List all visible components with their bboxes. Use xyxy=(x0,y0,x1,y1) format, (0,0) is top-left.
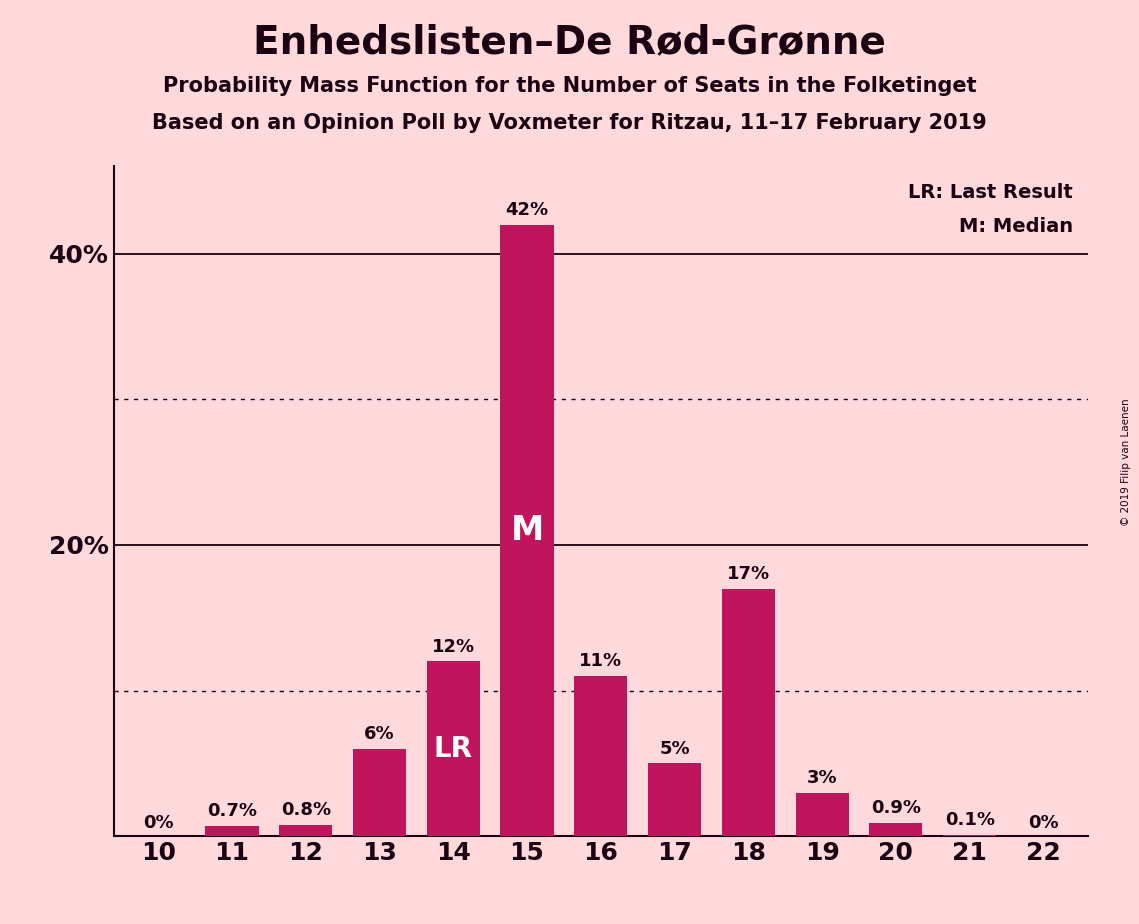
Text: 42%: 42% xyxy=(506,201,549,219)
Bar xyxy=(795,793,849,836)
Text: 0.9%: 0.9% xyxy=(871,799,921,818)
Text: M: M xyxy=(510,514,543,547)
Text: LR: LR xyxy=(434,735,473,763)
Text: Probability Mass Function for the Number of Seats in the Folketinget: Probability Mass Function for the Number… xyxy=(163,76,976,96)
Bar xyxy=(648,763,702,836)
Text: 5%: 5% xyxy=(659,739,690,758)
Text: 6%: 6% xyxy=(364,725,395,743)
Bar xyxy=(574,676,628,836)
Text: M: Median: M: Median xyxy=(959,216,1073,236)
Text: 0.1%: 0.1% xyxy=(944,811,994,829)
Bar xyxy=(869,823,923,836)
Bar xyxy=(279,824,333,836)
Text: 12%: 12% xyxy=(432,638,475,656)
Text: 0%: 0% xyxy=(1029,814,1059,832)
Text: 11%: 11% xyxy=(580,652,622,670)
Bar xyxy=(500,225,554,836)
Text: Enhedslisten–De Rød-Grønne: Enhedslisten–De Rød-Grønne xyxy=(253,23,886,61)
Text: Based on an Opinion Poll by Voxmeter for Ritzau, 11–17 February 2019: Based on an Opinion Poll by Voxmeter for… xyxy=(153,113,986,133)
Text: LR: Last Result: LR: Last Result xyxy=(909,183,1073,202)
Bar xyxy=(353,748,407,836)
Text: © 2019 Filip van Laenen: © 2019 Filip van Laenen xyxy=(1121,398,1131,526)
Text: 0%: 0% xyxy=(142,814,173,832)
Text: 0.7%: 0.7% xyxy=(207,802,257,821)
Bar xyxy=(427,662,480,836)
Text: 17%: 17% xyxy=(727,565,770,583)
Bar xyxy=(943,834,997,836)
Text: 0.8%: 0.8% xyxy=(280,801,330,819)
Bar xyxy=(205,826,259,836)
Text: 3%: 3% xyxy=(806,769,837,786)
Bar xyxy=(722,589,775,836)
